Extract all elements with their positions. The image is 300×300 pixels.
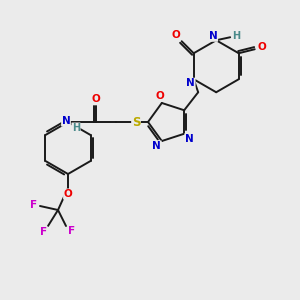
Text: N: N: [209, 31, 218, 41]
Text: F: F: [68, 226, 76, 236]
Text: N: N: [186, 78, 195, 88]
Text: H: H: [232, 31, 240, 41]
Text: F: F: [30, 200, 38, 210]
Text: S: S: [132, 116, 140, 128]
Text: F: F: [40, 227, 48, 237]
Text: O: O: [64, 189, 72, 199]
Text: N: N: [185, 134, 194, 144]
Text: O: O: [257, 42, 266, 52]
Text: O: O: [171, 30, 180, 40]
Text: N: N: [61, 116, 70, 126]
Text: N: N: [152, 141, 161, 151]
Text: O: O: [155, 91, 164, 101]
Text: H: H: [72, 123, 80, 133]
Text: O: O: [92, 94, 100, 104]
